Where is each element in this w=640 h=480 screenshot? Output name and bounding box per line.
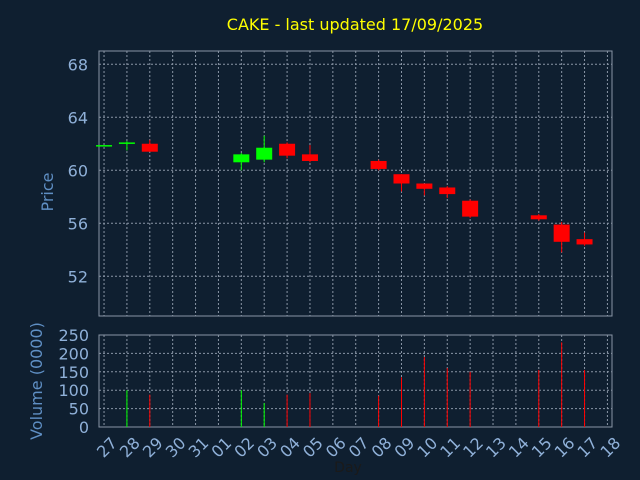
chart-title: CAKE - last updated 17/09/2025 — [227, 15, 483, 34]
candle-body — [462, 200, 479, 217]
volume-axis-title: Volume (0000) — [27, 322, 46, 440]
price-panel: 52 56 60 64 68 Price — [38, 50, 613, 317]
price-tick-label: 52 — [68, 267, 88, 286]
volume-tick-label: 150 — [58, 363, 89, 382]
volume-tick-label: 50 — [69, 400, 89, 419]
volume-tick-label: 200 — [58, 344, 89, 363]
candle-body — [141, 143, 158, 152]
volume-tick-label: 100 — [58, 381, 89, 400]
candle-body — [256, 147, 273, 160]
price-tick-label: 68 — [68, 55, 88, 74]
price-axis-ticks: 52 56 60 64 68 — [68, 55, 88, 286]
candle-body — [370, 160, 387, 169]
candle-body — [279, 143, 296, 156]
candle-body — [233, 154, 250, 163]
candle-body — [439, 187, 456, 195]
volume-tick-label: 0 — [79, 418, 89, 437]
candle-body — [576, 239, 593, 245]
price-tick-label: 56 — [68, 214, 88, 233]
candle-body — [301, 154, 318, 161]
candlestick-series — [96, 135, 593, 253]
price-axis-title: Price — [38, 172, 57, 211]
price-gridlines — [99, 51, 612, 316]
price-tick-label: 60 — [68, 161, 88, 180]
candle-body — [553, 224, 570, 242]
candle-body — [530, 215, 547, 220]
candle-body — [393, 174, 410, 184]
candle-body — [96, 145, 113, 147]
price-tick-label: 64 — [68, 108, 88, 127]
volume-tick-label: 250 — [58, 326, 89, 345]
candle-body — [118, 142, 135, 144]
volume-series — [126, 342, 586, 427]
x-axis-title: Day — [334, 460, 362, 476]
candle-body — [416, 183, 433, 189]
day-axis-ticks: 2728293031010203040506070809101112131415… — [93, 433, 624, 461]
